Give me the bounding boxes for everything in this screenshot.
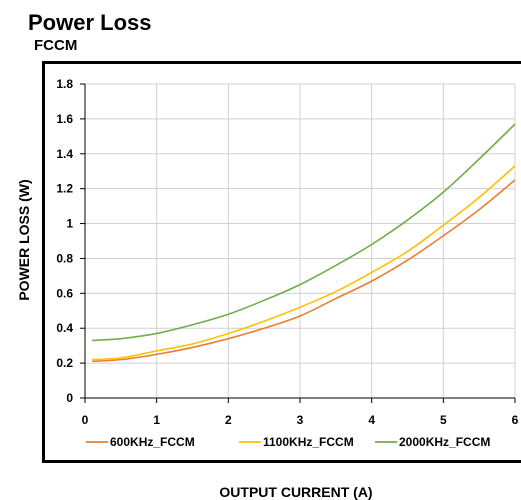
legend: 600KHz_FCCM 1100KHz_FCCM 2000KHz_FCCM (86, 435, 490, 449)
y-tick-label: 1.8 (56, 77, 73, 91)
series-line-2000KHz_FCCM (92, 123, 516, 342)
x-axis-label: OUTPUT CURRENT (A) (219, 484, 373, 500)
x-tick-label: 4 (368, 413, 375, 427)
legend-label: 1100KHz_FCCM (263, 435, 354, 449)
y-tick-label: 0.2 (56, 356, 73, 370)
tick-labels: 0 0.2 0.4 0.6 0.8 1 1.2 1.4 1.6 1.8 0 1 2 3 4 5 6 (56, 77, 518, 427)
chart-subtitle: FCCM (34, 37, 78, 54)
x-tick-label: 6 (512, 413, 519, 427)
y-tick-label: 1.4 (56, 147, 73, 161)
y-tick-label: 0.4 (56, 321, 73, 335)
series-line-600KHz_FCCM (92, 179, 516, 363)
series-line-1100KHz_FCCM (92, 165, 516, 361)
chart-title: Power Loss (28, 10, 152, 35)
legend-label: 2000KHz_FCCM (399, 435, 490, 449)
series-lines (92, 123, 516, 363)
y-tick-label: 0 (66, 391, 73, 405)
x-tick-label: 0 (82, 413, 89, 427)
x-tick-label: 5 (440, 413, 447, 427)
legend-label: 600KHz_FCCM (110, 435, 195, 449)
y-tick-label: 1.2 (56, 182, 73, 196)
y-tick-label: 1.6 (56, 112, 73, 126)
y-tick-label: 0.6 (56, 286, 73, 300)
chart-frame (42, 61, 521, 463)
y-tick-label: 0.8 (56, 251, 73, 265)
x-tick-label: 2 (225, 413, 232, 427)
axes (80, 83, 516, 403)
grid-lines (85, 83, 516, 398)
x-tick-label: 3 (297, 413, 304, 427)
y-tick-label: 1 (66, 217, 73, 231)
x-tick-label: 1 (153, 413, 160, 427)
